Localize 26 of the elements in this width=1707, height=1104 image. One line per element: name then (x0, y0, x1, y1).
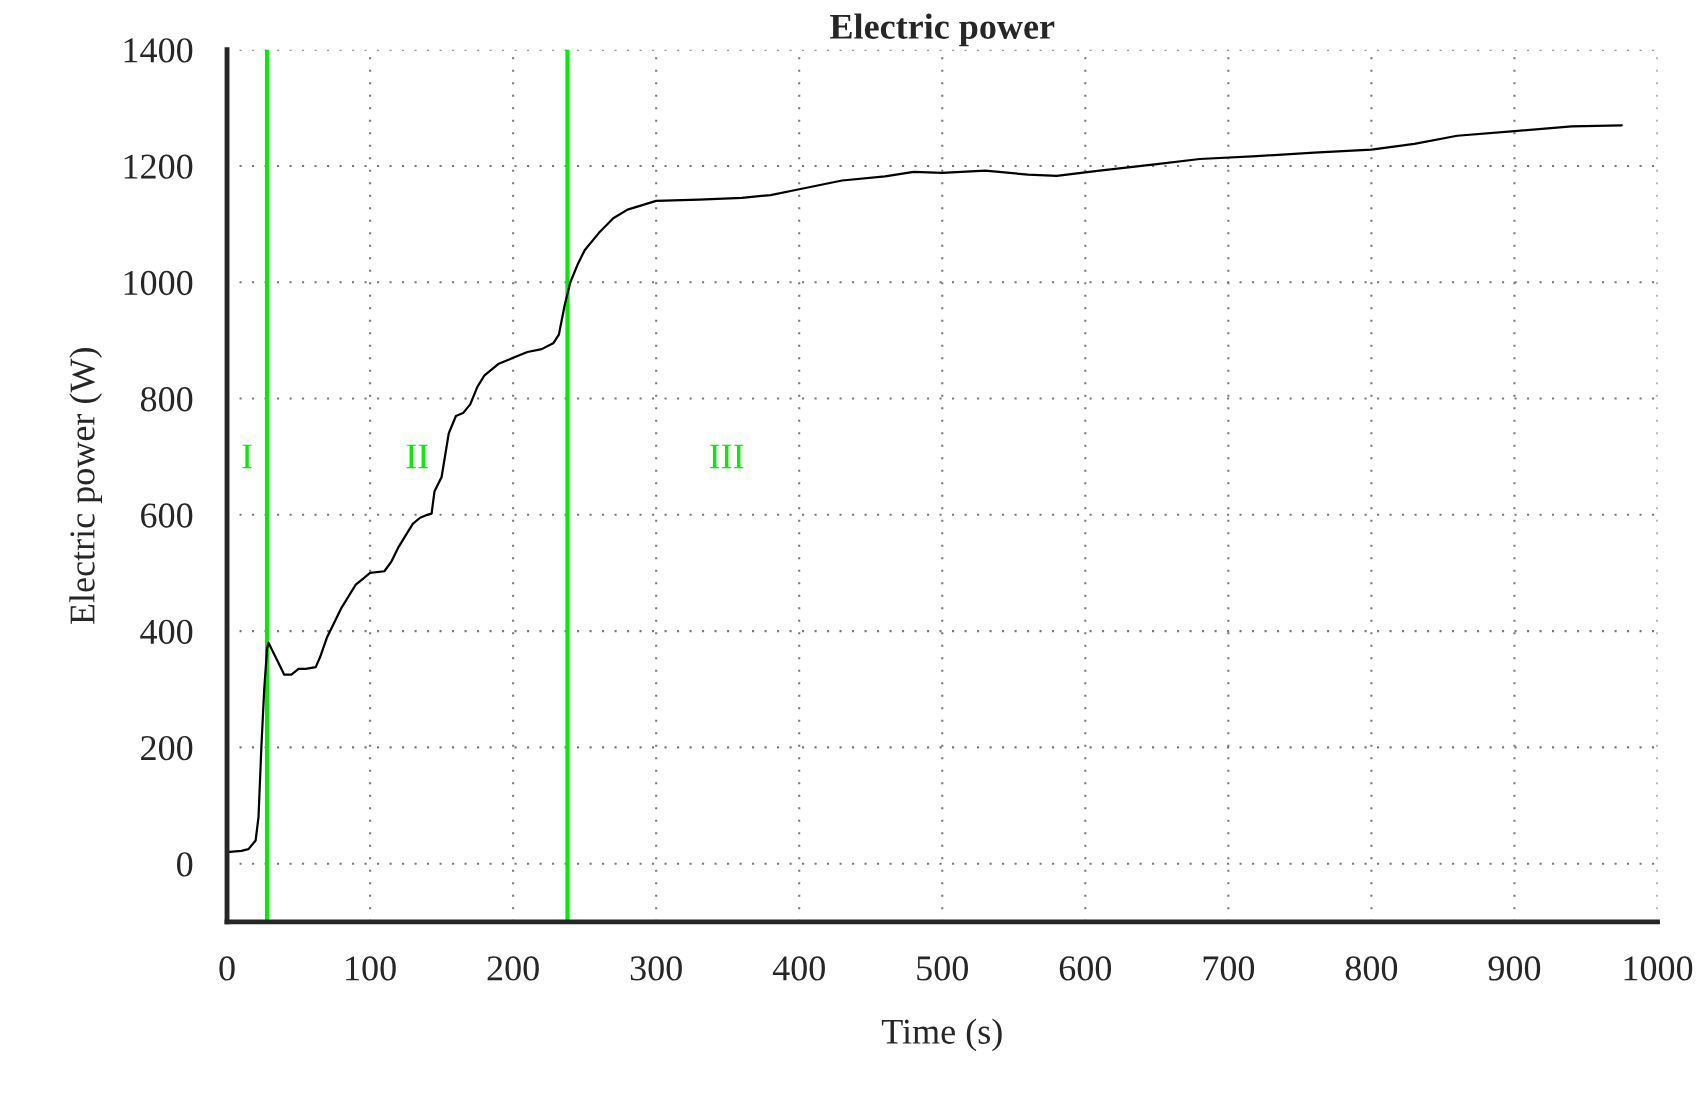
chart-title: Electric power (830, 13, 1055, 47)
line-series (227, 124, 1623, 854)
y-tick-label: 1200 (124, 154, 193, 179)
x-tick-label: 200 (487, 956, 539, 981)
x-tick-label: 600 (1059, 956, 1112, 981)
x-tick-label: 100 (346, 956, 396, 981)
x-tick-label: 400 (772, 956, 825, 981)
y-tick-label: 0 (177, 852, 193, 877)
y-tick-label: 200 (141, 735, 193, 761)
y-tick-label: 1400 (124, 38, 193, 63)
y-tick-label: 1000 (124, 270, 193, 296)
annotation: III (709, 444, 744, 469)
y-axis-title: Electric power (W) (69, 348, 103, 625)
x-axis-title: Time (s) (881, 1018, 1002, 1052)
annotation: II (406, 444, 429, 469)
x-tick-label: 300 (630, 956, 682, 981)
x-tick-label: 500 (917, 956, 968, 981)
y-tick-label: 800 (140, 387, 193, 412)
annotation: I (242, 444, 252, 469)
x-tick-label: 800 (1345, 956, 1398, 981)
y-tick-label: 400 (140, 619, 193, 644)
x-tick-label: 700 (1203, 956, 1255, 981)
x-tick-label: 1000 (1624, 956, 1693, 981)
x-tick-label: 900 (1488, 956, 1541, 981)
y-tick-label: 600 (141, 503, 193, 528)
x-tick-label: 0 (219, 956, 235, 981)
